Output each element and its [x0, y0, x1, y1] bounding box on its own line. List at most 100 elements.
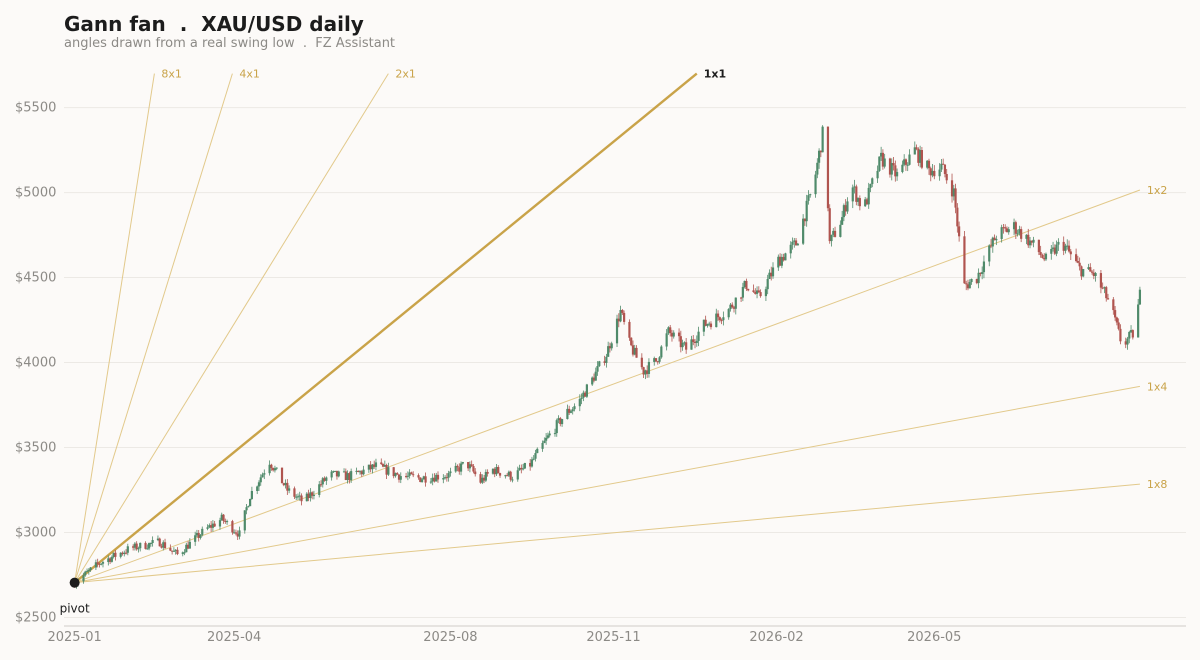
candle-body [234, 532, 238, 534]
candle-body [250, 490, 253, 499]
candle-body [706, 324, 709, 326]
candle-body [695, 340, 698, 343]
candle-body [1037, 239, 1040, 253]
candle-body [826, 126, 830, 209]
candle-body [112, 552, 115, 558]
candle-body [693, 342, 697, 344]
candle-body [1137, 304, 1140, 338]
candle-body [87, 569, 90, 572]
y-tick-label: $5000 [15, 186, 56, 201]
candle-body [573, 406, 576, 410]
candle-body [199, 534, 202, 538]
candle-body [919, 150, 922, 163]
candle-body [319, 484, 323, 486]
x-tick-label: 2025-11 [586, 630, 640, 645]
candle-body [1050, 248, 1053, 254]
candle-body [690, 339, 693, 350]
candle-body [371, 464, 374, 470]
candle-body [530, 459, 534, 467]
candle-body [350, 471, 353, 481]
candle-body [546, 435, 549, 438]
candle-body [385, 465, 388, 475]
candle-body [1000, 227, 1003, 239]
candle-body [672, 332, 675, 337]
candle-body [493, 468, 496, 475]
candle-body [373, 464, 376, 467]
candle-body [201, 528, 204, 535]
candle-body [828, 208, 831, 242]
candle-body [468, 464, 472, 469]
candle-body [732, 307, 736, 309]
candle-body [541, 442, 544, 449]
candle-body [268, 464, 271, 474]
candle-body [553, 433, 557, 435]
candle-body [433, 477, 436, 482]
candle-body [943, 164, 947, 175]
x-tick-label: 2025-01 [47, 630, 101, 645]
candle-body [727, 309, 730, 318]
candle-body [809, 194, 812, 196]
candle-body [412, 474, 415, 476]
candle-body [160, 546, 163, 548]
candle-body [617, 318, 620, 322]
candle-body [1057, 241, 1060, 245]
candle-body [851, 187, 854, 202]
candle-body [231, 521, 234, 533]
candle-body [158, 538, 161, 547]
fan-line-1x2 [74, 189, 1141, 584]
candle-body [369, 464, 372, 470]
candle-body [420, 479, 424, 482]
candle-body [408, 472, 411, 476]
candle-body [757, 290, 760, 293]
candle-body [741, 286, 744, 298]
candle-body [486, 471, 489, 474]
candle-body [623, 312, 626, 322]
candle-body [1044, 253, 1048, 260]
candle-body [374, 462, 378, 467]
candle-body [901, 164, 904, 173]
candle-body [981, 272, 984, 274]
candle-body [582, 392, 585, 398]
candle-body [337, 471, 340, 477]
candle-body [1002, 227, 1005, 229]
candle-body [679, 336, 682, 348]
candle-body [807, 195, 810, 201]
candle-body [312, 494, 316, 496]
candle-body [147, 543, 151, 549]
candle-body [1103, 287, 1106, 289]
candle-body [498, 473, 502, 476]
candle-body [443, 477, 447, 479]
candle-body [85, 571, 89, 573]
chart-title: Gann fan . XAU/USD daily [64, 12, 364, 36]
candle-body [474, 471, 477, 475]
candle-body [280, 467, 284, 484]
candle-body [387, 467, 390, 475]
candle-body [945, 174, 948, 181]
candle-body [1099, 273, 1103, 288]
candle-body [1131, 330, 1134, 338]
candle-body [913, 147, 916, 155]
candle-body [447, 473, 450, 478]
candle-body [660, 346, 663, 358]
candle-body [791, 241, 794, 245]
candle-body [982, 261, 986, 273]
candle-body [768, 272, 771, 280]
candle-body [335, 470, 339, 477]
candle-body [296, 496, 300, 498]
candle-body [592, 377, 596, 381]
candle-body [435, 474, 438, 482]
candle-body [467, 462, 470, 469]
candle-body [830, 234, 833, 242]
candle-body [764, 289, 768, 297]
candle-body [188, 541, 191, 549]
candle-body [300, 495, 303, 502]
y-tick-label: $4500 [15, 271, 56, 286]
candle-body [311, 492, 314, 496]
candle-body [332, 471, 335, 473]
candle-body [610, 343, 613, 349]
candle-body [580, 397, 583, 399]
candle-body [482, 477, 486, 481]
candle-body [257, 482, 261, 487]
candle-body [392, 467, 395, 477]
candle-body [1138, 289, 1142, 305]
